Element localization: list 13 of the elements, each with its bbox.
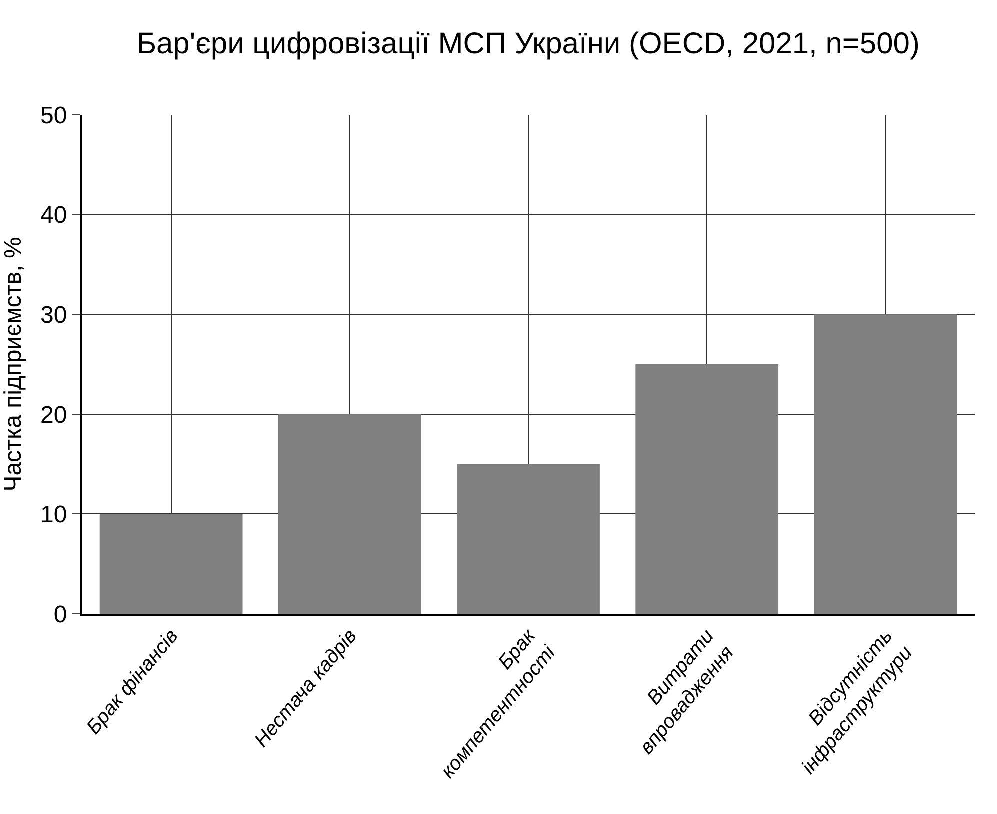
bar: [100, 514, 243, 614]
bar: [457, 464, 600, 614]
chart-title: Бар'єри цифровізації МСП України (OECD, 2021, n=500): [136, 28, 920, 61]
bar: [636, 364, 779, 614]
y-tick-label: 30: [40, 302, 68, 329]
y-tick-label: 50: [40, 102, 68, 130]
y-tick-label: 0: [54, 601, 68, 628]
bar: [278, 414, 422, 614]
y-tick-label: 10: [40, 502, 68, 529]
y-axis-title: Частка підприємств, %: [0, 237, 28, 492]
y-tick-label: 40: [40, 202, 68, 230]
bar: [814, 314, 958, 614]
y-tick-label: 20: [40, 402, 68, 429]
